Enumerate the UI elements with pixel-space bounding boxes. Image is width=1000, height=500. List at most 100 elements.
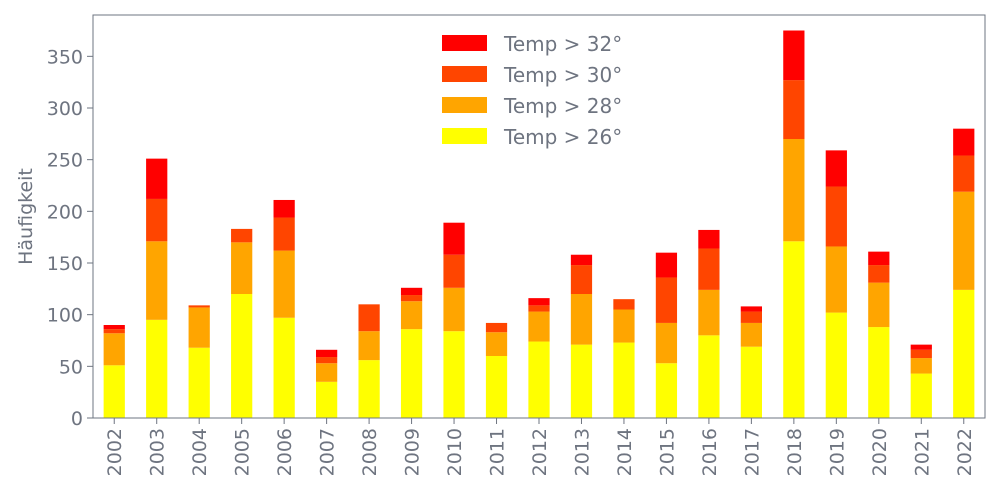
bar-segment: [400, 301, 423, 330]
bar-segment: [570, 265, 593, 294]
x-tick-label: 2019: [826, 428, 848, 476]
bar-segment: [698, 289, 720, 336]
legend-label: Temp > 32°: [503, 32, 622, 56]
x-tick-label: 2006: [274, 428, 296, 476]
x-tick-label: 2013: [571, 428, 593, 476]
bar-segment: [570, 254, 593, 266]
bar-segment: [146, 158, 168, 199]
bar-segment: [188, 307, 210, 348]
bar-segment: [188, 347, 210, 418]
x-tick-label: 2017: [741, 428, 763, 476]
bar-segment: [188, 305, 210, 308]
x-tick-label: 2015: [656, 428, 678, 476]
bar-segment: [783, 139, 805, 242]
bar-segment: [400, 287, 423, 296]
bar-segment: [655, 322, 678, 364]
bar-segment: [698, 229, 720, 249]
legend: Temp > 32° Temp > 30° Temp > 28° Temp > 26°: [442, 32, 622, 149]
bar-segment: [868, 327, 890, 418]
bar-segment: [528, 341, 550, 418]
y-tick-label: 300: [47, 98, 83, 120]
bar-segment: [613, 299, 635, 310]
bar-segment: [868, 265, 890, 283]
y-tick-label: 150: [47, 253, 83, 275]
bar-segment: [443, 254, 465, 288]
bar-segment: [146, 198, 168, 242]
bar-segment: [655, 363, 678, 418]
bar-segment: [443, 222, 465, 255]
bar-segment: [146, 319, 168, 418]
x-tick-label: 2003: [147, 428, 169, 476]
bar-segment: [740, 311, 762, 323]
bar-segment: [655, 252, 678, 278]
bar-segment: [358, 304, 380, 332]
bar-segment: [910, 349, 932, 359]
bar-segment: [528, 311, 550, 342]
bars-layer: [103, 30, 975, 418]
bar-segment: [528, 298, 550, 306]
y-axis: 0 50 100 150 200 250 300 350: [47, 46, 93, 430]
legend-swatch: [442, 66, 487, 82]
bar-segment: [103, 329, 125, 334]
y-tick-label: 350: [47, 46, 83, 68]
x-tick-label: 2022: [954, 428, 976, 476]
bar-segment: [740, 322, 762, 347]
legend-label: Temp > 30°: [503, 63, 622, 87]
x-tick-label: 2009: [402, 428, 424, 476]
bar-segment: [316, 363, 338, 382]
y-tick-label: 50: [59, 356, 83, 378]
bar-segment: [953, 128, 975, 156]
bar-segment: [485, 356, 508, 418]
bar-segment: [910, 358, 932, 374]
y-axis-title: Häufigkeit: [15, 168, 37, 265]
bar-segment: [443, 287, 465, 332]
bar-segment: [400, 295, 423, 302]
bar-segment: [740, 346, 762, 418]
bar-segment: [953, 155, 975, 192]
bar-segment: [273, 217, 295, 251]
bar-segment: [443, 331, 465, 418]
bar-segment: [613, 309, 635, 343]
bar-segment: [273, 199, 295, 218]
y-tick-label: 100: [47, 305, 83, 327]
bar-segment: [103, 325, 125, 330]
legend-swatch: [442, 128, 487, 144]
bar-segment: [316, 349, 338, 358]
x-tick-label: 2014: [614, 428, 636, 476]
bar-segment: [146, 241, 168, 320]
x-tick-label: 2010: [444, 428, 466, 476]
x-tick-label: 2012: [529, 428, 551, 476]
bar-segment: [358, 331, 380, 361]
x-tick-label: 2005: [232, 428, 254, 476]
bar-segment: [103, 365, 125, 418]
bar-segment: [655, 277, 678, 323]
bar-segment: [528, 305, 550, 312]
bar-segment: [910, 373, 932, 418]
bar-segment: [231, 228, 253, 243]
bar-segment: [740, 306, 762, 312]
bar-segment: [485, 322, 508, 333]
bar-segment: [273, 250, 295, 318]
y-tick-label: 0: [71, 408, 83, 430]
bar-segment: [273, 317, 295, 418]
legend-label: Temp > 26°: [503, 125, 622, 149]
x-tick-label: 2011: [487, 428, 509, 476]
y-tick-label: 200: [47, 201, 83, 223]
bar-segment: [316, 381, 338, 418]
bar-segment: [231, 294, 253, 418]
bar-segment: [570, 344, 593, 418]
bar-segment: [783, 241, 805, 418]
bar-segment: [953, 289, 975, 418]
bar-segment: [910, 344, 932, 350]
bar-segment: [698, 248, 720, 290]
bar-segment: [825, 150, 847, 187]
bar-segment: [868, 282, 890, 328]
bar-segment: [783, 30, 805, 81]
bar-segment: [316, 357, 338, 364]
bar-segment: [868, 251, 890, 266]
bar-segment: [825, 186, 847, 247]
bar-segment: [400, 329, 423, 418]
bar-segment: [231, 242, 253, 294]
